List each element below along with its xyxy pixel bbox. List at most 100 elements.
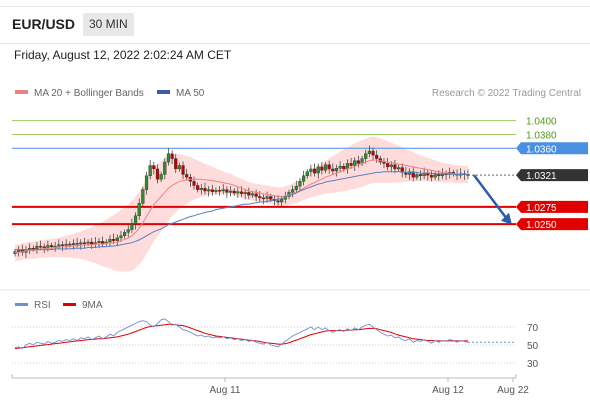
time-label-Aug-22: Aug 22: [497, 385, 529, 396]
candle-body: [375, 154, 379, 159]
candle-body: [115, 237, 119, 241]
candle-body: [170, 153, 174, 159]
level-label-1.0400: 1.0400: [526, 117, 557, 128]
ma50-legend-label: MA 50: [176, 88, 205, 99]
candle-body: [141, 189, 145, 204]
candle-body: [31, 248, 35, 250]
candle-body: [38, 245, 43, 248]
price-plot-area: 1.0400 1.0380 1.0360 1.0275 1.0250 1.0321: [12, 117, 588, 272]
candle-body: [159, 174, 163, 180]
ma50-line: [15, 171, 468, 251]
forecast-arrow-head: [501, 212, 512, 225]
candle-body: [119, 235, 123, 239]
candle-body: [53, 245, 57, 248]
candle-body: [112, 239, 116, 241]
candle-body: [312, 168, 317, 174]
candle-body: [210, 189, 214, 192]
candle-body: [291, 189, 295, 193]
candle-body: [415, 174, 419, 178]
candle-body: [342, 165, 346, 170]
candle-body: [166, 153, 171, 163]
chart-datetime: Friday, August 12, 2022 2:02:24 AM CET: [14, 48, 232, 62]
candle-body: [232, 190, 236, 194]
level-tag-1.0250: [516, 218, 588, 231]
ma20-line: [14, 159, 468, 254]
candle-body: [148, 165, 152, 177]
candle-body: [320, 166, 324, 171]
rsi-legend-label: RSI: [34, 300, 51, 311]
candle-body: [46, 245, 50, 248]
rsi-tick-50: 50: [527, 341, 539, 352]
timeframe-badge[interactable]: 30 MIN: [83, 13, 134, 36]
rsi-tick-70: 70: [527, 323, 539, 334]
candle-body: [269, 196, 273, 200]
candle-body: [386, 163, 390, 168]
candle-body: [82, 242, 87, 244]
candle-body: [349, 163, 353, 166]
candle-body: [309, 168, 313, 172]
candle-body: [185, 174, 189, 178]
candle-body: [411, 171, 415, 178]
current-price-label: 1.0321: [526, 171, 557, 182]
candle-body: [364, 153, 368, 159]
current-price-tag: [516, 169, 588, 182]
bollinger-band: [15, 136, 468, 272]
candle-body: [429, 174, 434, 178]
candle-body: [97, 241, 101, 243]
candle-body: [250, 193, 255, 196]
rsi-ma-legend-label: 9MA: [82, 300, 103, 311]
candle-body: [126, 229, 130, 233]
top-divider: [0, 6, 590, 7]
candle-body: [174, 158, 178, 170]
candle-body: [214, 190, 218, 192]
level-tag-1.0360: [516, 142, 588, 155]
candle-body: [302, 175, 306, 182]
ma20-legend-label: MA 20 + Bollinger Bands: [34, 88, 144, 99]
candle-body: [334, 168, 339, 172]
candle-body: [316, 166, 320, 174]
rsi-ma-legend-swatch: [63, 303, 76, 306]
candle-body: [236, 191, 240, 194]
candle-body: [64, 243, 68, 246]
candle-body: [396, 167, 401, 170]
candle-body: [382, 161, 386, 164]
candle-body: [108, 239, 112, 243]
candle-body: [203, 188, 207, 192]
rsi-legend-swatch: [15, 303, 28, 306]
candle-body: [389, 164, 393, 168]
candle-body: [323, 164, 328, 171]
candle-body: [207, 189, 211, 192]
candle-body: [393, 164, 397, 170]
research-credit: Research © 2022 Trading Central: [432, 88, 581, 99]
candle-body: [60, 244, 65, 246]
time-label-Aug-11: Aug 11: [210, 385, 241, 396]
candle-body: [86, 241, 90, 244]
candle-body: [49, 245, 54, 248]
candle-body: [133, 215, 138, 225]
candle-body: [261, 197, 266, 200]
level-tag-1.0275: [516, 200, 588, 213]
time-label-Aug-12: Aug 12: [432, 385, 464, 396]
candle-body: [239, 191, 244, 194]
candle-body: [152, 165, 156, 170]
rsi-ma9-line: [14, 323, 468, 350]
candle-body: [192, 181, 196, 186]
candle-body: [35, 245, 39, 250]
time-axis-labels: Aug 11 Aug 12 Aug 22: [210, 378, 529, 396]
level-label-1.0360: 1.0360: [526, 144, 557, 155]
candle-body: [42, 246, 46, 249]
candle-body: [327, 164, 331, 170]
candle-body: [437, 174, 441, 177]
level-label-1.0250: 1.0250: [526, 220, 557, 231]
candle-body: [331, 168, 335, 172]
candle-body: [217, 190, 222, 192]
candle-body: [90, 241, 94, 245]
candle-body: [57, 244, 61, 247]
candle-body: [68, 243, 72, 246]
candle-body: [221, 189, 225, 192]
candle-body: [177, 165, 181, 170]
rsi-tick-30: 30: [527, 359, 539, 370]
level-label-1.0380: 1.0380: [526, 130, 557, 141]
ma50-legend-swatch: [157, 90, 170, 94]
